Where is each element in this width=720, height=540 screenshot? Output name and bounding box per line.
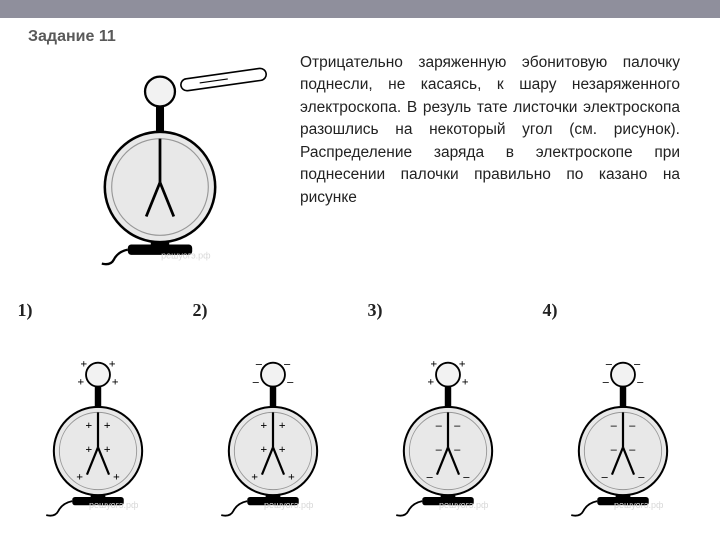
svg-text:+: + — [278, 442, 285, 456]
svg-text:решуогэ.рф: решуогэ.рф — [439, 500, 489, 510]
svg-text:–: – — [628, 442, 636, 456]
option-4-diagram: ––––––––––решуогэ.рф — [539, 323, 707, 533]
svg-text:–: – — [604, 357, 612, 371]
task-title: Задание 11 — [28, 28, 720, 46]
svg-text:+: + — [278, 418, 285, 432]
top-banner — [0, 0, 720, 18]
svg-text:–: – — [434, 442, 442, 456]
svg-text:–: – — [609, 442, 617, 456]
svg-text:+: + — [85, 418, 92, 432]
option-1: 1) ++++++++++решуогэ.рф — [14, 300, 182, 538]
svg-text:+: + — [111, 375, 118, 389]
svg-text:+: + — [458, 357, 465, 371]
svg-text:+: + — [85, 442, 92, 456]
svg-text:–: – — [286, 375, 294, 389]
option-number: 3) — [368, 300, 383, 321]
svg-text:–: – — [251, 375, 259, 389]
svg-text:–: – — [453, 418, 461, 432]
svg-text:–: – — [636, 375, 644, 389]
svg-text:решуогэ.рф: решуогэ.рф — [264, 500, 314, 510]
options-row: 1) ++++++++++решуогэ.рф 2) ––––++++++реш… — [0, 300, 720, 538]
svg-text:–: – — [462, 469, 470, 483]
svg-text:+: + — [287, 469, 294, 483]
option-2: 2) ––––++++++решуогэ.рф — [189, 300, 357, 538]
option-1-diagram: ++++++++++решуогэ.рф — [14, 323, 182, 533]
svg-text:–: – — [254, 357, 262, 371]
intro-text: Отрицательно заряженную эбонитовую палоч… — [300, 52, 680, 209]
svg-text:–: – — [434, 418, 442, 432]
option-3: 3) ++++––––––решуогэ.рф — [364, 300, 532, 538]
svg-text:решуогэ.рф: решуогэ.рф — [614, 500, 664, 510]
svg-text:+: + — [77, 375, 84, 389]
svg-text:–: – — [453, 442, 461, 456]
option-number: 2) — [193, 300, 208, 321]
svg-text:–: – — [637, 469, 645, 483]
svg-text:решуогэ.рф: решуогэ.рф — [89, 500, 139, 510]
intro-diagram: решуогэ.рф — [60, 52, 290, 272]
option-number: 1) — [18, 300, 33, 321]
svg-text:–: – — [283, 357, 291, 371]
svg-text:+: + — [260, 442, 267, 456]
svg-text:+: + — [80, 357, 87, 371]
svg-text:+: + — [103, 442, 110, 456]
svg-text:–: – — [609, 418, 617, 432]
option-3-diagram: ++++––––––решуогэ.рф — [364, 323, 532, 533]
svg-text:–: – — [600, 469, 608, 483]
svg-text:+: + — [76, 469, 83, 483]
svg-text:–: – — [601, 375, 609, 389]
svg-text:+: + — [461, 375, 468, 389]
option-2-diagram: ––––++++++решуогэ.рф — [189, 323, 357, 533]
svg-text:–: – — [633, 357, 641, 371]
intro-block: решуогэ.рф Отрицательно заряженную эбони… — [0, 52, 720, 282]
option-number: 4) — [543, 300, 558, 321]
svg-text:+: + — [430, 357, 437, 371]
svg-text:–: – — [628, 418, 636, 432]
svg-text:+: + — [251, 469, 258, 483]
svg-text:+: + — [112, 469, 119, 483]
svg-text:решуогэ.рф: решуогэ.рф — [161, 250, 211, 260]
svg-text:+: + — [108, 357, 115, 371]
svg-text:+: + — [427, 375, 434, 389]
svg-text:–: – — [425, 469, 433, 483]
svg-text:+: + — [103, 418, 110, 432]
svg-text:+: + — [260, 418, 267, 432]
option-4: 4) ––––––––––решуогэ.рф — [539, 300, 707, 538]
